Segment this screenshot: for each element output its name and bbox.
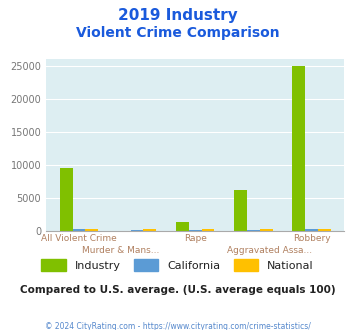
Text: Murder & Mans...: Murder & Mans... [82,246,159,255]
Bar [202,229,214,231]
Bar [234,190,247,231]
Bar [189,230,202,231]
Bar [176,222,189,231]
Text: Aggravated Assa...: Aggravated Assa... [227,246,312,255]
Text: © 2024 CityRating.com - https://www.cityrating.com/crime-statistics/: © 2024 CityRating.com - https://www.city… [45,322,310,330]
Bar [60,168,72,231]
Text: Compared to U.S. average. (U.S. average equals 100): Compared to U.S. average. (U.S. average … [20,285,335,295]
Text: Violent Crime Comparison: Violent Crime Comparison [76,26,279,40]
Bar [143,229,156,231]
Bar [131,230,143,231]
Text: 2019 Industry: 2019 Industry [118,8,237,23]
Bar [305,229,318,231]
Bar [318,229,331,231]
Legend: Industry, California, National: Industry, California, National [37,255,318,275]
Bar [260,229,273,231]
Bar [293,66,305,231]
Bar [247,230,260,231]
Bar [85,229,98,231]
Bar [72,229,85,231]
